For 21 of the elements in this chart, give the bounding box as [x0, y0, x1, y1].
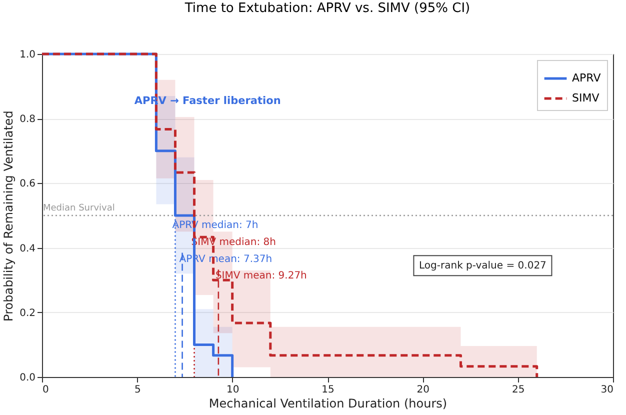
- x-tick-label: 25: [512, 384, 525, 396]
- annotation: Log-rank p-value = 0.027: [419, 260, 546, 272]
- y-tick-label: 0.2: [20, 308, 36, 319]
- y-tick-label: 0.6: [20, 178, 36, 190]
- y-tick-label: 0.8: [20, 114, 36, 126]
- x-tick-label: 20: [416, 384, 430, 396]
- ref-line-label: SIMV mean: 9.27h: [215, 270, 307, 282]
- legend-label: APRV: [572, 72, 602, 84]
- x-tick-label: 5: [134, 384, 141, 396]
- x-tick-label: 30: [600, 384, 614, 396]
- x-tick-label: 10: [226, 384, 240, 396]
- chart-title: Time to Extubation: APRV vs. SIMV (95% CI): [184, 1, 470, 16]
- y-axis-title: Probability of Remaining Ventilated: [2, 110, 16, 322]
- x-tick-label: 0: [42, 384, 49, 396]
- y-tick-label: 0.4: [20, 243, 36, 254]
- x-tick-label: 15: [322, 384, 334, 396]
- y-tick-label: 1.0: [20, 50, 36, 60]
- x-axis-title: Mechanical Ventilation Duration (hours): [208, 396, 448, 410]
- ref-line-label: Median Survival: [43, 204, 115, 214]
- y-tick-label: 0.0: [20, 372, 36, 384]
- legend-label: SIMV: [572, 92, 600, 104]
